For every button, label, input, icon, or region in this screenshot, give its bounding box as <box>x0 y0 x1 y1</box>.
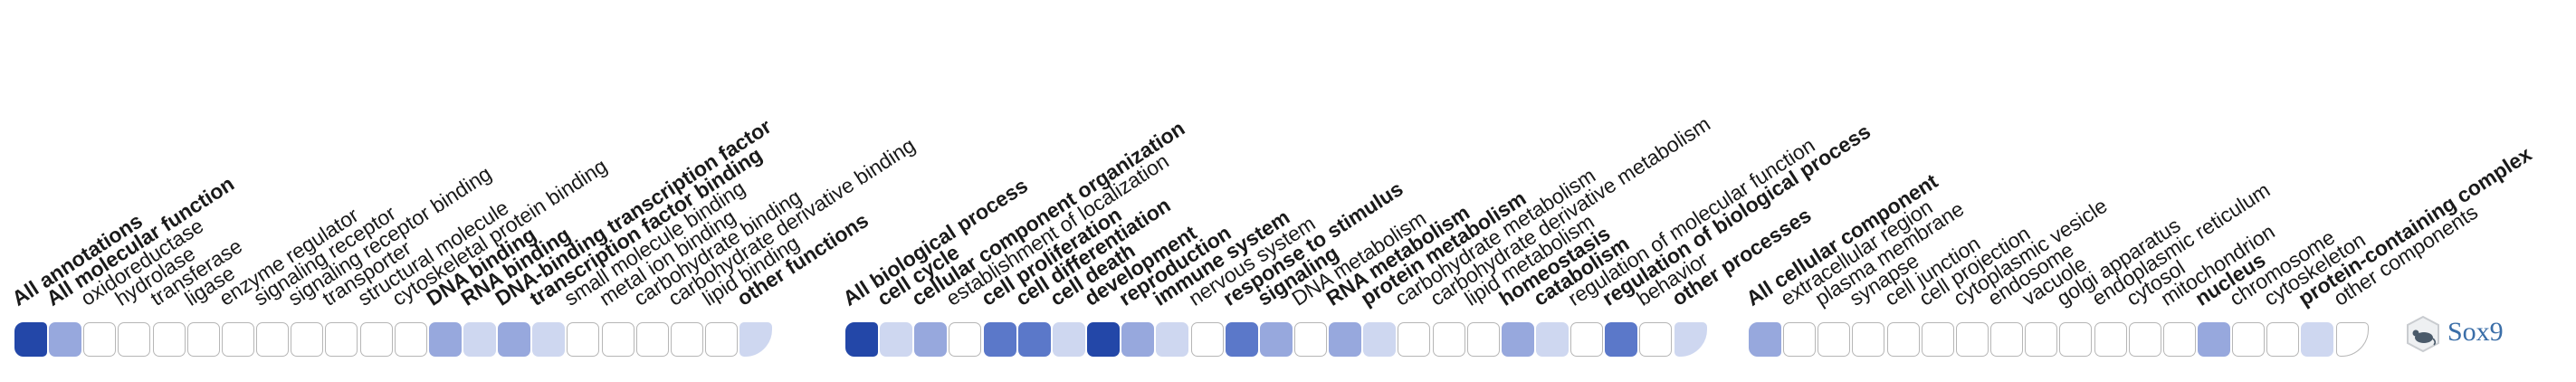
ribbon-cell-establishment-of-localization[interactable] <box>949 322 982 357</box>
ribbon-cell-lipid-metabolism[interactable] <box>1466 322 1500 357</box>
ribbon-cell-other-components[interactable] <box>2335 322 2369 357</box>
ribbon-cell-carbohydrate-metabolism[interactable] <box>1398 322 1431 357</box>
ribbon-cell-other-processes[interactable] <box>1674 322 1707 357</box>
ribbon-cell-regulation-of-molecular-function[interactable] <box>1570 322 1604 357</box>
ribbon-cell-reproduction[interactable] <box>1121 322 1155 357</box>
ribbon-cell-vacuole[interactable] <box>2025 322 2058 357</box>
ribbon-cell-all-molecular-function[interactable] <box>49 322 82 357</box>
ribbon-cell-transferase[interactable] <box>152 322 186 357</box>
ribbon-cell-homeostasis[interactable] <box>1501 322 1534 357</box>
ribbon-cell-cell-proliferation[interactable] <box>983 322 1016 357</box>
ribbon-cell-regulation-of-biological-process[interactable] <box>1605 322 1638 357</box>
ribbon-cell-rna-binding[interactable] <box>463 322 496 357</box>
ribbon-cell-hydrolase[interactable] <box>118 322 151 357</box>
ribbon-cell-cytoskeletal-protein-binding[interactable] <box>394 322 427 357</box>
ribbon-cell-dna-binding[interactable] <box>428 322 462 357</box>
ribbon-cell-other-functions[interactable] <box>739 322 773 357</box>
ribbon-cell-all-annotations[interactable] <box>14 322 47 357</box>
ribbon-cell-all-biological-process[interactable] <box>845 322 878 357</box>
ribbon-cell-signaling-receptor[interactable] <box>256 322 290 357</box>
ribbon-cell-transcription-factor-binding[interactable] <box>532 322 566 357</box>
ribbon-cell-structural-molecule[interactable] <box>359 322 393 357</box>
ribbon-cell-chromosome[interactable] <box>2232 322 2266 357</box>
ribbon-cell-cell-junction[interactable] <box>1886 322 1920 357</box>
ribbon-cell-cytoplasmic-vesicle[interactable] <box>1955 322 1989 357</box>
ribbon-cell-cytoskeleton[interactable] <box>2266 322 2300 357</box>
ribbon-cell-plasma-membrane[interactable] <box>1818 322 1851 357</box>
ribbon-cell-rna-metabolism[interactable] <box>1329 322 1362 357</box>
ribbon-cell-small-molecule-binding[interactable] <box>567 322 600 357</box>
ribbon-cell-cell-projection[interactable] <box>1921 322 1954 357</box>
ribbon-cell-endoplasmic-reticulum[interactable] <box>2094 322 2127 357</box>
gene-symbol-link[interactable]: Sox9 <box>2447 317 2504 347</box>
ribbon-cell-metal-ion-binding[interactable] <box>601 322 634 357</box>
ribbon-cell-response-to-stimulus[interactable] <box>1225 322 1258 357</box>
ribbon-cell-cellular-component-organization[interactable] <box>914 322 948 357</box>
ribbon-cell-immune-system[interactable] <box>1156 322 1189 357</box>
mouse-icon <box>2407 315 2439 353</box>
ribbon-cell-endosome[interactable] <box>1990 322 2024 357</box>
ribbon-cell-signaling[interactable] <box>1259 322 1293 357</box>
ribbon-cell-cell-differentiation[interactable] <box>1017 322 1051 357</box>
ribbon-cell-behavior[interactable] <box>1639 322 1673 357</box>
ribbon-label-protein-containing-complex[interactable]: protein-containing complex <box>2294 141 2536 310</box>
ribbon-cell-carbohydrate-binding[interactable] <box>635 322 669 357</box>
ribbon-cell-development[interactable] <box>1087 322 1121 357</box>
ribbon-cell-dna-binding-transcription-factor[interactable] <box>498 322 531 357</box>
ribbon-cell-cytosol[interactable] <box>2128 322 2161 357</box>
ribbon-cell-nervous-system[interactable] <box>1190 322 1224 357</box>
ribbon-cell-ligase[interactable] <box>186 322 220 357</box>
ribbon-cell-lipid-binding[interactable] <box>705 322 738 357</box>
ribbon-cell-transporter[interactable] <box>325 322 358 357</box>
ribbon-cell-carbohydrate-derivative-metabolism[interactable] <box>1432 322 1465 357</box>
ribbon-cell-protein-containing-complex[interactable] <box>2301 322 2334 357</box>
ribbon-cell-signaling-receptor-binding[interactable] <box>291 322 324 357</box>
ribbon-cell-enzyme-regulator[interactable] <box>221 322 254 357</box>
ribbon-cell-carbohydrate-derivative-binding[interactable] <box>670 322 703 357</box>
ribbon-cell-nucleus[interactable] <box>2197 322 2230 357</box>
ribbon-cell-cell-cycle[interactable] <box>880 322 913 357</box>
ribbon-cell-all-cellular-component[interactable] <box>1749 322 1781 357</box>
ribbon-cell-protein-metabolism[interactable] <box>1363 322 1397 357</box>
ribbon-cell-dna-metabolism[interactable] <box>1293 322 1327 357</box>
ribbon-cell-cell-death[interactable] <box>1052 322 1085 357</box>
ribbon-cell-catabolism[interactable] <box>1536 322 1569 357</box>
ribbon-cell-golgi-apparatus[interactable] <box>2059 322 2093 357</box>
ribbon-cell-mitochondrion[interactable] <box>2162 322 2196 357</box>
ribbon-cell-synapse[interactable] <box>1852 322 1885 357</box>
ribbon-cell-extracellular-region[interactable] <box>1783 322 1817 357</box>
ribbon-cell-oxidoreductase[interactable] <box>83 322 117 357</box>
